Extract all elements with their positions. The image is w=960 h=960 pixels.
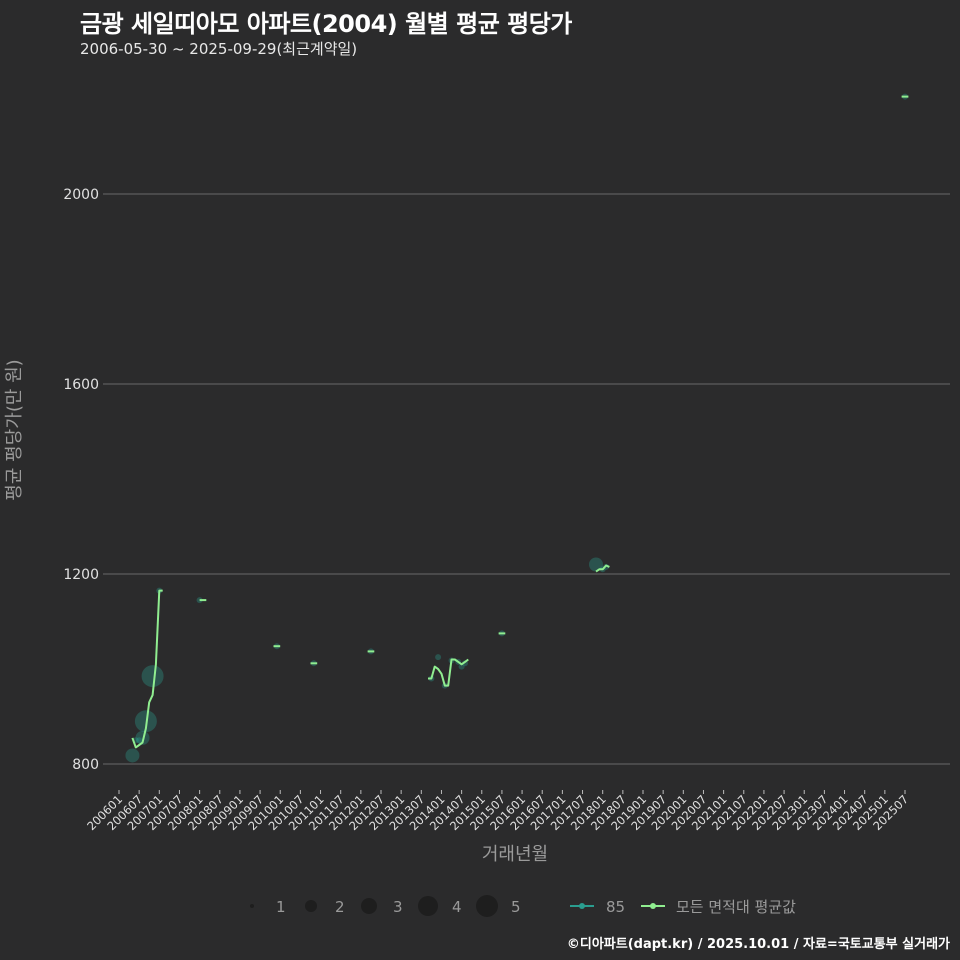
legend-size-swatch bbox=[476, 895, 498, 917]
legend-size-label: 1 bbox=[276, 898, 286, 916]
y-tick-label: 1600 bbox=[63, 377, 99, 393]
legend-size-label: 5 bbox=[511, 898, 521, 916]
chart-title: 금광 세일띠아모 아파트(2004) 월별 평균 평당가 bbox=[80, 10, 572, 38]
data-point-85 bbox=[136, 737, 143, 744]
legend-85-label: 85 bbox=[606, 898, 625, 916]
y-tick-label: 2000 bbox=[63, 187, 99, 203]
data-point-85 bbox=[141, 665, 164, 688]
legend-size-swatch bbox=[418, 896, 438, 916]
chart-subtitle: 2006-05-30 ~ 2025-09-29(최근계약일) bbox=[80, 40, 358, 58]
legend-size-swatch bbox=[250, 904, 254, 908]
legend-avg-dot bbox=[650, 903, 656, 909]
legend-size-label: 3 bbox=[393, 898, 403, 916]
legend-size-label: 2 bbox=[335, 898, 345, 916]
y-axis-title: 평균 평당가(만 원) bbox=[4, 359, 25, 500]
legend: 1 2 3 4 5 85 모든 면적대 평균값 bbox=[250, 895, 796, 917]
legend-85-dot bbox=[579, 903, 585, 909]
data-point-85 bbox=[135, 730, 150, 745]
legend-size-swatch bbox=[361, 898, 377, 914]
legend-avg-label: 모든 면적대 평균값 bbox=[676, 898, 796, 916]
source-caption: ©디아파트(dapt.kr) / 2025.10.01 / 자료=국토교통부 실… bbox=[566, 937, 950, 952]
average-line bbox=[428, 658, 469, 687]
legend-size-label: 4 bbox=[452, 898, 462, 916]
data-point-85 bbox=[458, 663, 465, 670]
average-line bbox=[131, 589, 163, 749]
data-point-85 bbox=[125, 748, 140, 763]
legend-size-swatch bbox=[305, 900, 317, 912]
x-axis-title: 거래년월 bbox=[482, 844, 548, 865]
data-point-85 bbox=[588, 557, 603, 572]
average-line bbox=[595, 564, 610, 573]
y-tick-label: 800 bbox=[72, 757, 99, 773]
data-point-85 bbox=[435, 654, 442, 661]
y-tick-label: 1200 bbox=[63, 567, 99, 583]
